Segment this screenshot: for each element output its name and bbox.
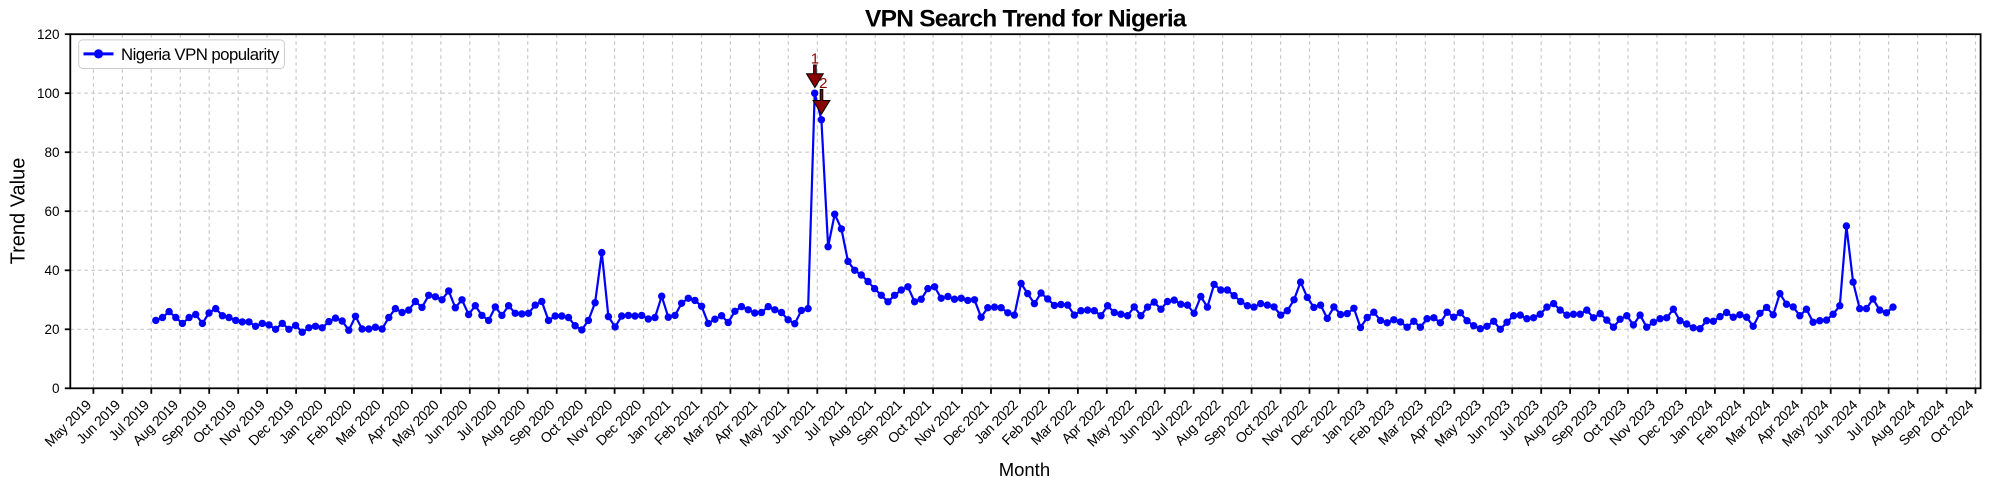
svg-text:Trend Value: Trend Value (8, 158, 30, 265)
svg-text:40: 40 (44, 263, 59, 278)
svg-text:100: 100 (37, 86, 60, 101)
svg-text:20: 20 (44, 322, 59, 337)
svg-text:1: 1 (811, 51, 819, 68)
svg-text:VPN Search Trend for Nigeria: VPN Search Trend for Nigeria (865, 6, 1187, 33)
svg-text:Month: Month (999, 459, 1050, 480)
svg-text:80: 80 (44, 145, 59, 160)
svg-text:0: 0 (52, 381, 60, 396)
svg-text:60: 60 (44, 204, 59, 219)
svg-text:2: 2 (819, 75, 827, 92)
svg-text:120: 120 (37, 27, 60, 42)
svg-text:Nigeria VPN popularity: Nigeria VPN popularity (121, 45, 280, 64)
